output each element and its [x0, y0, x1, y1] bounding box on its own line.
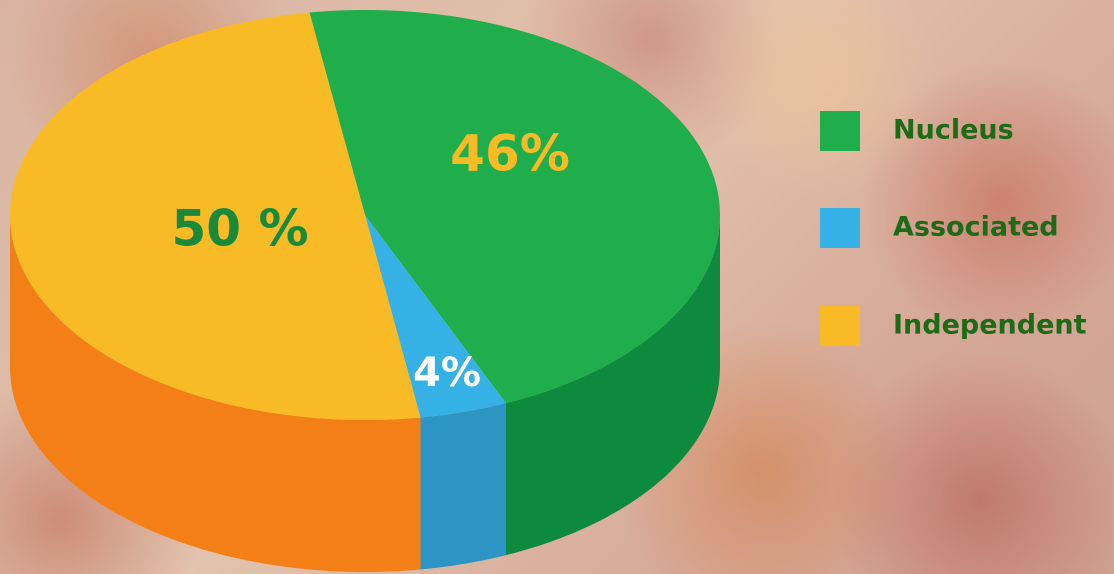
chart-page: 46% 4% 50 % Nucleus Associated Independent: [0, 0, 1114, 574]
chart: 46% 4% 50 % Nucleus Associated Independent: [0, 0, 1114, 574]
legend-swatch: [820, 208, 860, 248]
legend-swatch: [820, 306, 860, 346]
value-label: 50 %: [171, 200, 308, 258]
slice-side: [421, 403, 507, 569]
value-label: 46%: [450, 125, 570, 183]
value-label: 4%: [413, 350, 481, 396]
legend-label: Independent: [893, 310, 1087, 341]
legend-label: Nucleus: [893, 115, 1014, 146]
legend-swatch: [820, 111, 860, 151]
legend-label: Associated: [893, 212, 1059, 243]
